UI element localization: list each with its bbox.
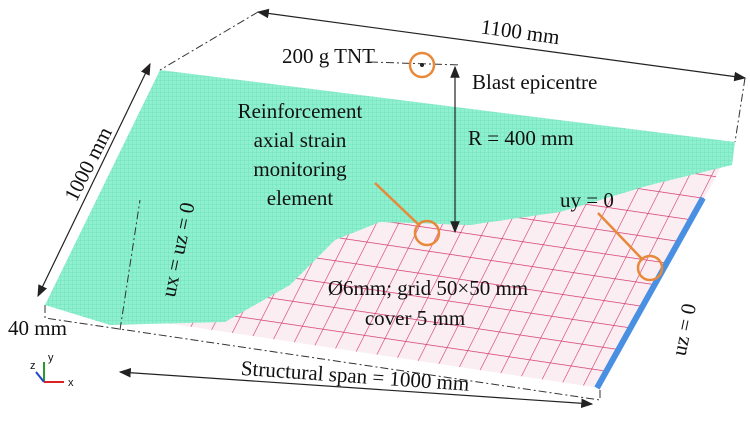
charge-point (420, 63, 424, 67)
monitor-label: element (267, 186, 334, 210)
uz-label: uz = 0 (667, 301, 701, 358)
axis-label: x (68, 377, 74, 389)
rebar-label: Ø6mm; grid 50×50 mm (328, 276, 528, 300)
uy-label: uy = 0 (560, 188, 614, 212)
standoff-label: R = 400 mm (468, 126, 574, 150)
monitor-label: axial strain (254, 128, 347, 152)
epicentre-label: Blast epicentre (472, 70, 597, 94)
charge-label: 200 g TNT (282, 44, 375, 68)
ext-line (160, 12, 258, 70)
diagram: 1100 mm 1000 mm Structural span = 1000 m… (0, 0, 750, 431)
axis-z (36, 372, 44, 382)
cover-label: cover 5 mm (365, 306, 465, 330)
axis-label: z (30, 360, 36, 372)
thickness-label: 40 mm (8, 316, 67, 340)
monitor-label: Reinforcement (238, 99, 363, 123)
monitor-label: monitoring (253, 157, 347, 181)
epicentre-line (370, 62, 460, 65)
ext-line (735, 78, 745, 142)
axis-label: y (48, 352, 54, 364)
